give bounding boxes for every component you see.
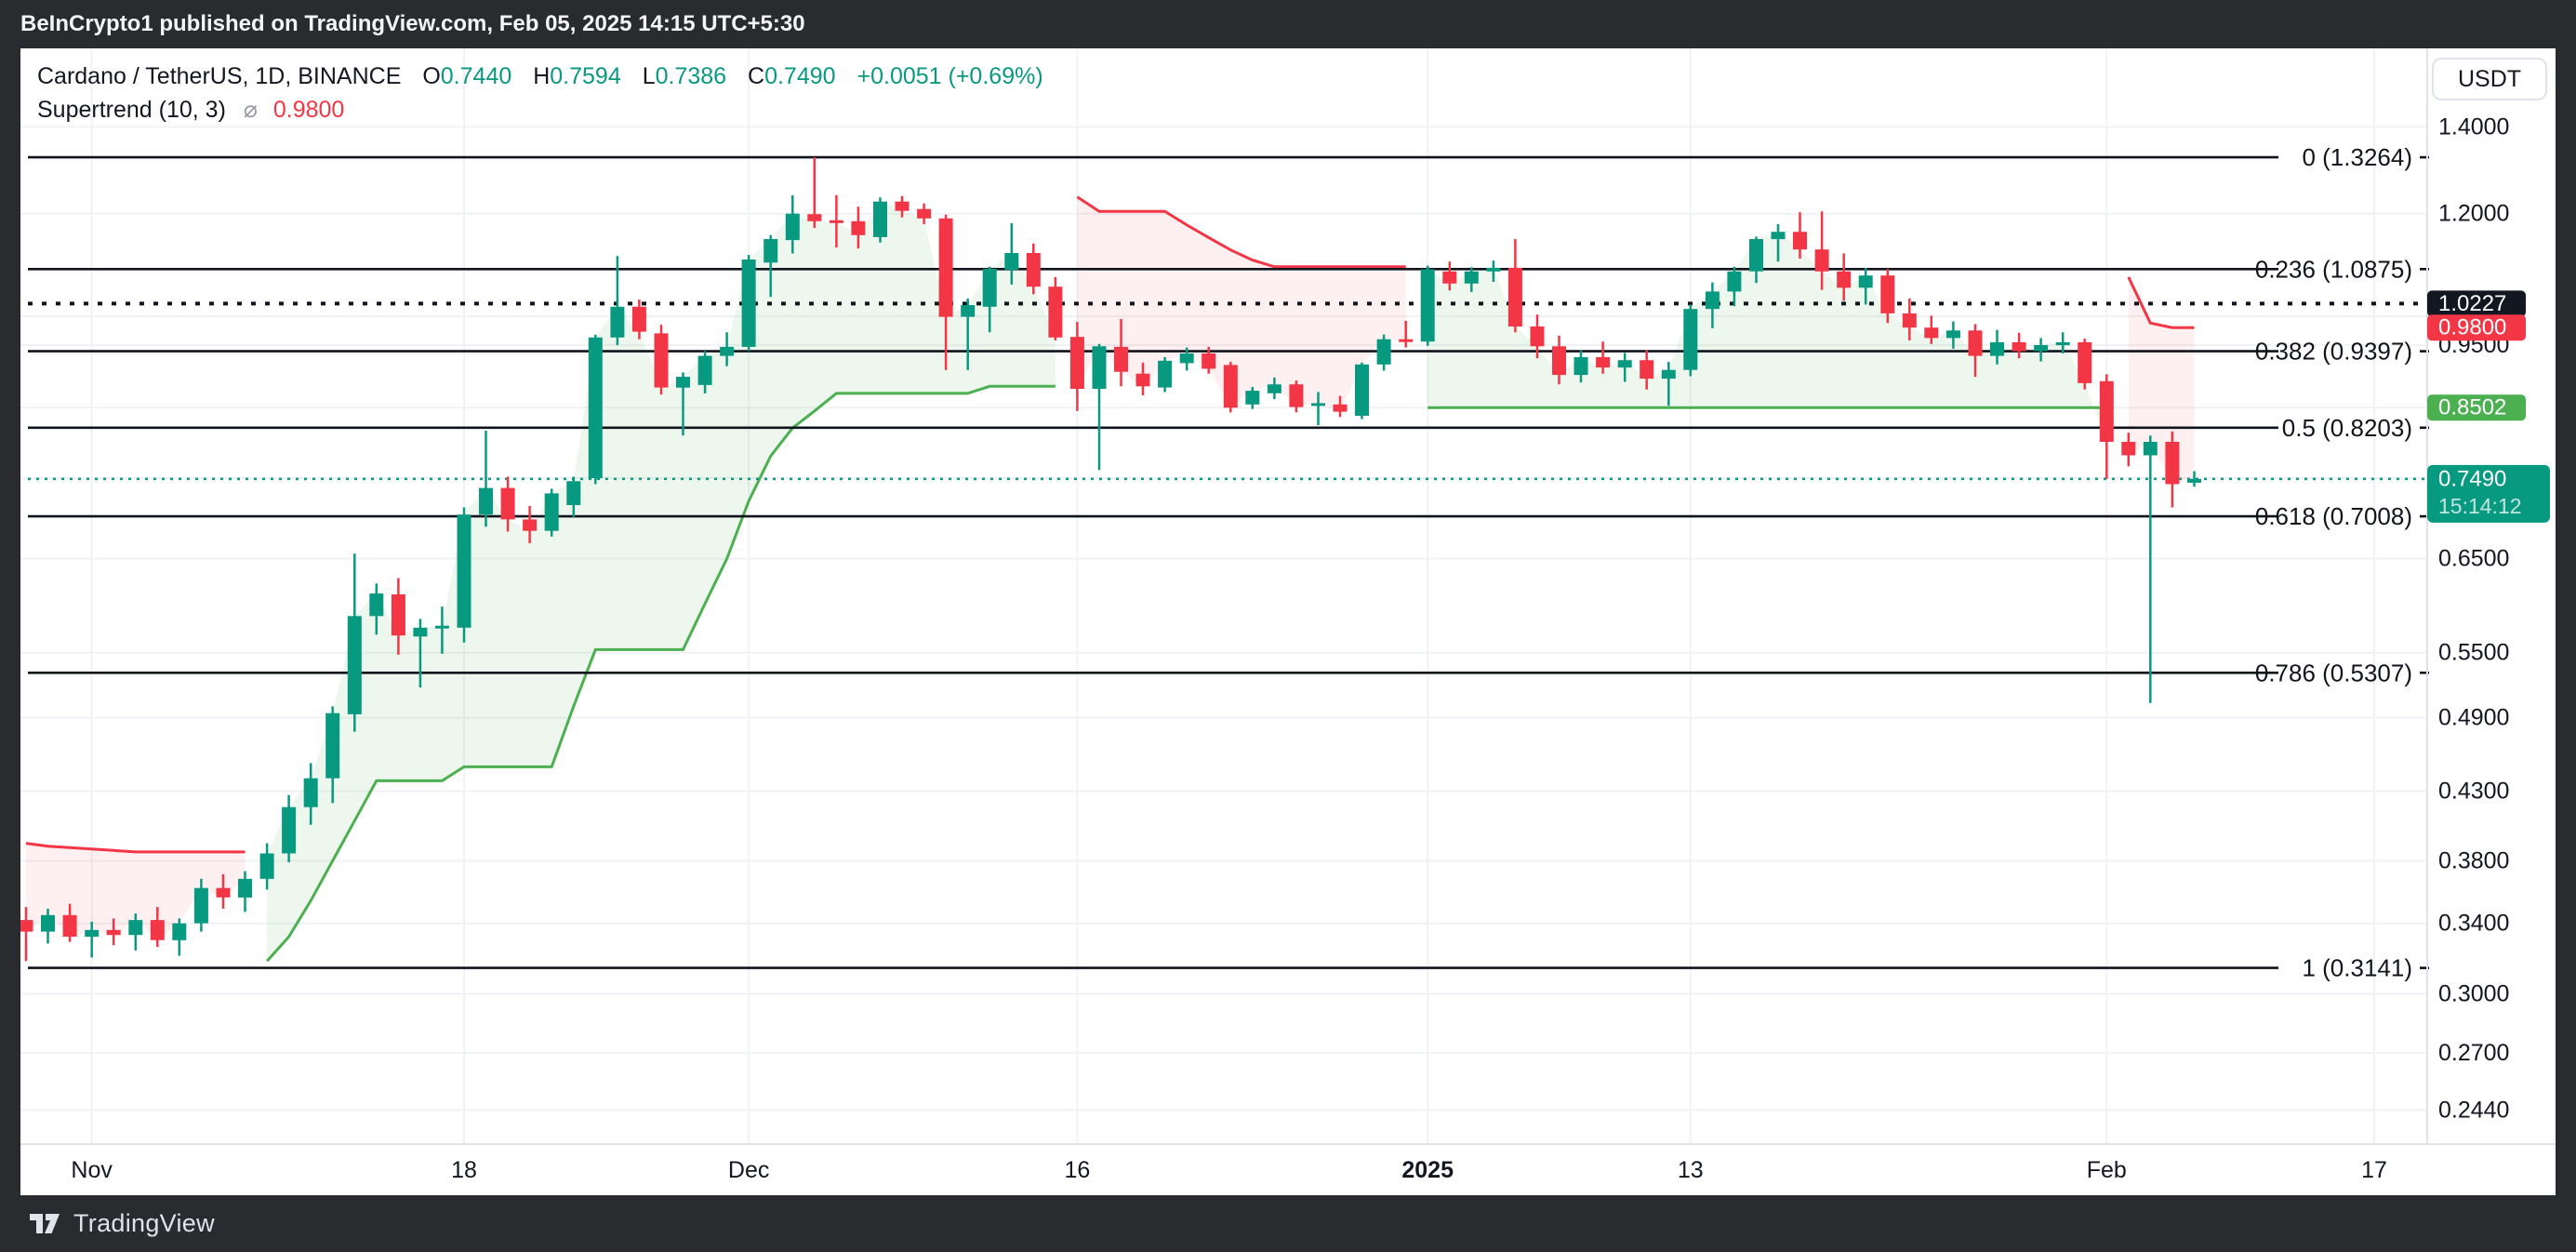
- publish-info-bar: BeInCrypto1 published on TradingView.com…: [0, 0, 2576, 48]
- low-value: L0.7386: [642, 63, 727, 89]
- svg-text:0.3400: 0.3400: [2438, 911, 2509, 937]
- svg-text:0.5500: 0.5500: [2438, 640, 2509, 666]
- indicator-symbol: ⌀: [243, 97, 258, 123]
- svg-text:0 (1.3264): 0 (1.3264): [2302, 143, 2412, 171]
- svg-text:0.3000: 0.3000: [2438, 980, 2509, 1006]
- change-value: +0.0051 (+0.69%): [856, 63, 1043, 89]
- svg-text:0.382 (0.9397): 0.382 (0.9397): [2255, 338, 2412, 366]
- svg-text:0.9800: 0.9800: [2438, 315, 2506, 340]
- svg-text:17: 17: [2361, 1157, 2387, 1183]
- price-level-lines: [28, 301, 2427, 481]
- svg-text:0.786 (0.5307): 0.786 (0.5307): [2255, 659, 2412, 686]
- svg-text:0.3800: 0.3800: [2438, 847, 2509, 873]
- close-value: C0.7490: [748, 63, 836, 89]
- svg-text:15:14:12: 15:14:12: [2438, 494, 2522, 518]
- svg-text:Dec: Dec: [728, 1157, 769, 1183]
- svg-text:Nov: Nov: [71, 1157, 113, 1183]
- svg-text:1.4000: 1.4000: [2438, 113, 2509, 140]
- legend: Cardano / TetherUS, 1D, BINANCE O0.7440 …: [37, 60, 1043, 127]
- fib-labels: 0 (1.3264) 0.236 (1.0875) 0.382 (0.9397) 0.…: [2255, 143, 2429, 982]
- supertrend-layer: [25, 195, 2195, 963]
- svg-text:2025: 2025: [1401, 1157, 1454, 1183]
- svg-text:0.2440: 0.2440: [2438, 1097, 2509, 1123]
- tradingview-wordmark[interactable]: TradingView: [73, 1209, 215, 1237]
- svg-text:0.6500: 0.6500: [2438, 546, 2509, 572]
- svg-text:Feb: Feb: [2087, 1157, 2127, 1183]
- publish-info-text: BeInCrypto1 published on TradingView.com…: [20, 11, 805, 36]
- svg-text:0.8502: 0.8502: [2438, 395, 2506, 420]
- svg-text:13: 13: [1678, 1157, 1704, 1183]
- svg-text:0.2700: 0.2700: [2438, 1040, 2509, 1066]
- high-value: H0.7594: [533, 63, 621, 89]
- svg-text:0.5 (0.8203): 0.5 (0.8203): [2282, 414, 2412, 442]
- svg-text:1 (0.3141): 1 (0.3141): [2302, 954, 2412, 982]
- svg-text:18: 18: [451, 1157, 477, 1183]
- attribution-bar: TradingView: [0, 1195, 2576, 1252]
- legend-indicator-row: Supertrend (10, 3) ⌀ 0.9800: [37, 93, 1043, 127]
- tradingview-logo-icon: [30, 1213, 60, 1233]
- time-axis[interactable]: Nov 18 Dec 16 2025 13 Feb 17: [71, 1157, 2386, 1183]
- svg-text:0.4300: 0.4300: [2438, 779, 2509, 805]
- svg-text:0.236 (1.0875): 0.236 (1.0875): [2255, 255, 2412, 283]
- indicator-title[interactable]: Supertrend (10, 3): [37, 97, 226, 123]
- open-value: O0.7440: [422, 63, 512, 89]
- price-axis[interactable]: 1.40001.20000.95000.65000.55000.49000.43…: [2438, 113, 2509, 1123]
- svg-text:0.4900: 0.4900: [2438, 705, 2509, 731]
- indicator-value: 0.9800: [272, 97, 345, 123]
- svg-text:1.2000: 1.2000: [2438, 201, 2509, 227]
- currency-toggle-button[interactable]: USDT: [2432, 58, 2547, 100]
- fib-retracement-lines[interactable]: [28, 155, 2278, 969]
- legend-symbol-row: Cardano / TetherUS, 1D, BINANCE O0.7440 …: [37, 60, 1043, 93]
- svg-text:1.0227: 1.0227: [2438, 291, 2506, 316]
- svg-text:0.618 (0.7008): 0.618 (0.7008): [2255, 502, 2412, 530]
- candles-layer: [20, 157, 2201, 962]
- svg-text:16: 16: [1064, 1157, 1090, 1183]
- symbol-title[interactable]: Cardano / TetherUS, 1D, BINANCE: [37, 63, 402, 89]
- svg-text:0.7490: 0.7490: [2438, 466, 2506, 491]
